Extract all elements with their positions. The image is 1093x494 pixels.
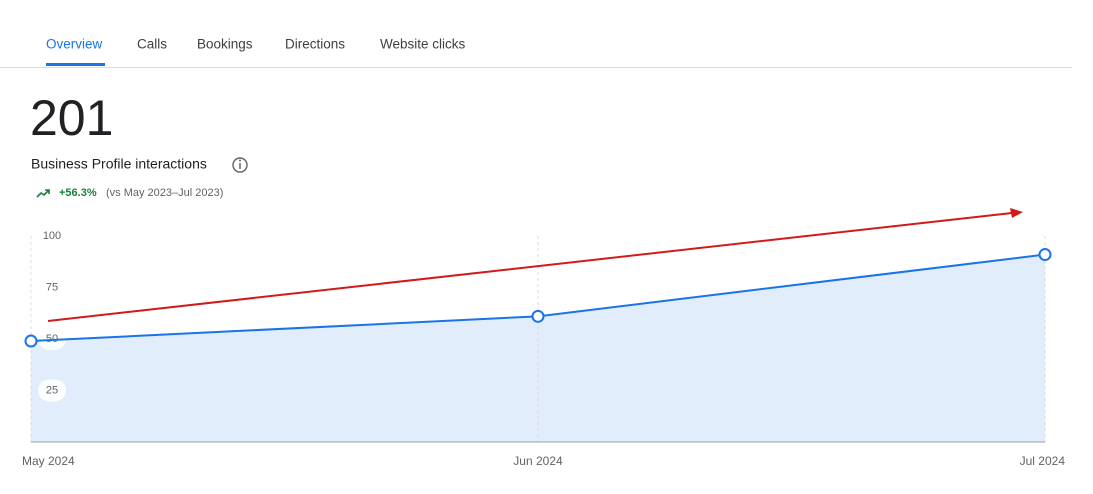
y-tick-label: 25 <box>46 384 58 396</box>
tab[interactable]: Directions <box>285 37 345 52</box>
change-value: +56.3% <box>59 187 97 199</box>
tab[interactable]: Website clicks <box>380 37 466 52</box>
y-tick-label: 100 <box>43 230 61 242</box>
y-tick-pill <box>38 276 66 299</box>
y-tick-label: 75 <box>46 281 58 293</box>
comparison-period: (vs May 2023–Jul 2023) <box>106 187 223 199</box>
point <box>531 309 545 323</box>
metric-label: Business Profile interactions <box>31 156 207 172</box>
tab[interactable]: Overview <box>46 37 103 52</box>
total-value: 201 <box>30 90 113 146</box>
annotation-arrow <box>47 208 1023 322</box>
point <box>1038 248 1052 262</box>
tab[interactable]: Calls <box>137 37 167 52</box>
y-tick-label: 50 <box>46 333 58 345</box>
trend-icon-head <box>45 189 50 194</box>
info-icon[interactable] <box>232 157 248 173</box>
chart: 25 50 75 100 May 2024 Jun 2024 Jul 2024 <box>22 230 1066 468</box>
y-tick-pill <box>38 328 66 350</box>
x-tick-label: May 2024 <box>22 454 75 468</box>
active-tab-indicator <box>46 63 105 66</box>
x-tick-label: Jun 2024 <box>513 454 563 468</box>
x-tick-label: Jul 2024 <box>1020 454 1066 468</box>
y-tick-pill <box>38 379 66 402</box>
point <box>24 334 38 348</box>
trend-icon <box>36 189 50 198</box>
area <box>31 254 1045 442</box>
tab[interactable]: Bookings <box>197 37 253 52</box>
tab-bar: Overview Calls Bookings Directions Website c… <box>46 37 466 52</box>
